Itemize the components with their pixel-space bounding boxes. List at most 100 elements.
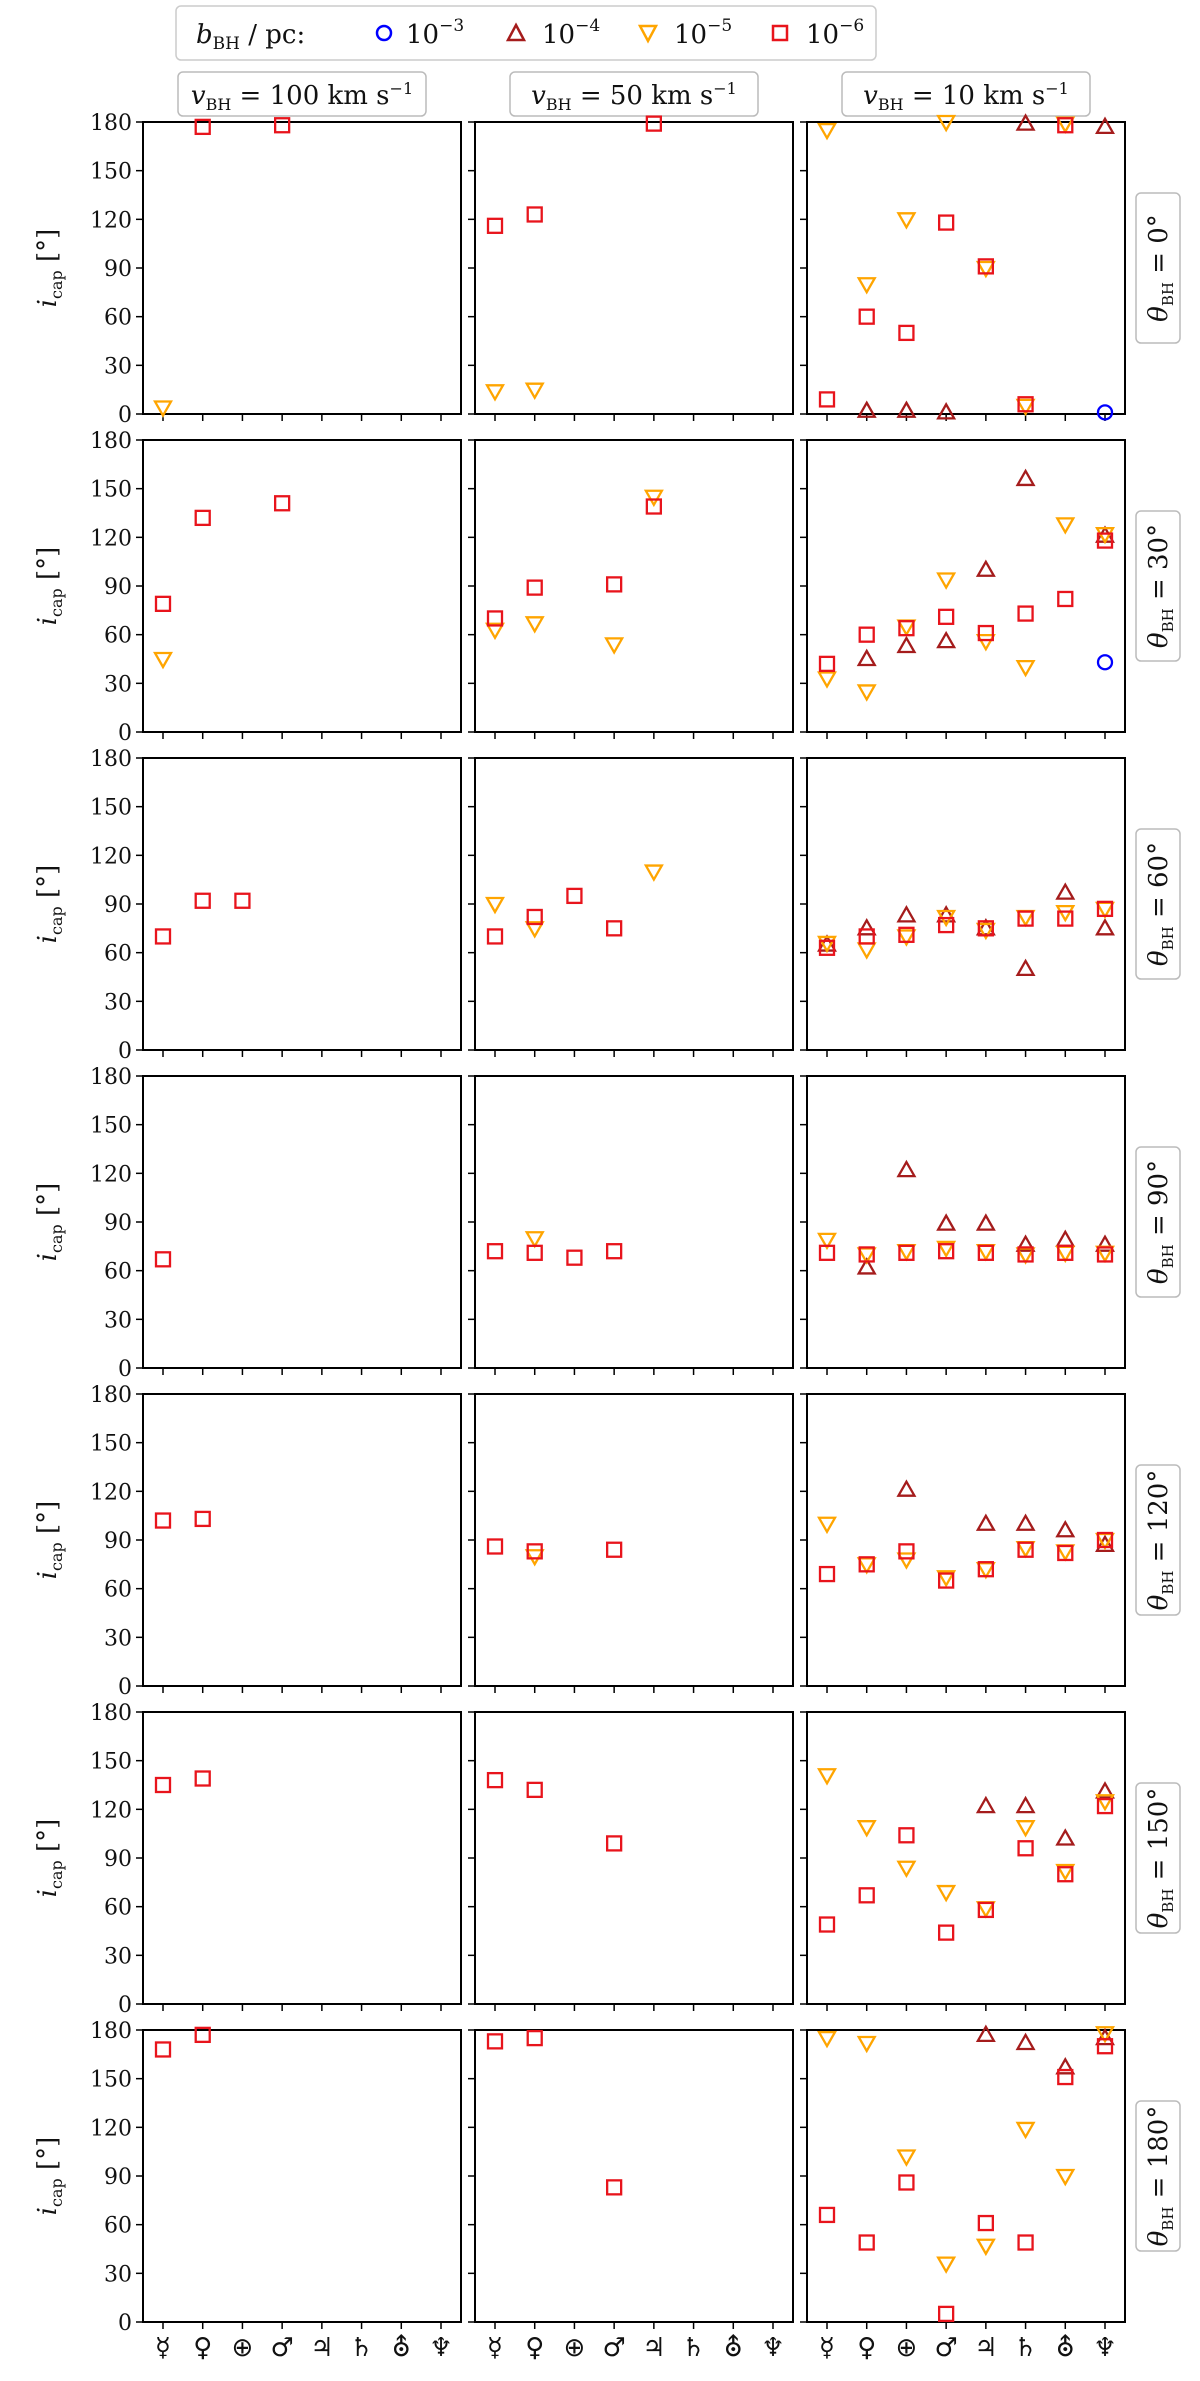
marker-triangle-up-b4 [1095, 1234, 1115, 1252]
column-header-label: vBH = 100 km s−1 [191, 79, 413, 114]
marker-triangle-down-b5 [1055, 517, 1076, 535]
y-axis-label: icap [°] [33, 2137, 66, 2216]
panel-frame [806, 1075, 1126, 1369]
row-header-box [1135, 2100, 1181, 2252]
marker-triangle-down-b5 [896, 929, 917, 947]
panel [800, 113, 1126, 421]
legend-marker-circle [375, 24, 393, 42]
column-headers: vBH = 100 km s−1 vBH = 50 km s−1 vBH = 10 … [177, 71, 1091, 117]
marker-triangle-down-b5 [1015, 1820, 1036, 1838]
row-header: θBH = 120° [1135, 1464, 1181, 1616]
y-axis-label: icap [°] [33, 547, 66, 626]
legend-entry-b3: 10−3 [375, 16, 464, 50]
y-axis-label-text: icap [°] [33, 1183, 66, 1262]
y-tick-label: 60 [104, 942, 132, 967]
marker-square-b6 [194, 2026, 211, 2044]
marker-triangle-up-b4 [896, 635, 917, 654]
marker-triangle-down-b5 [817, 2030, 837, 2049]
marker-triangle-down-b5 [936, 572, 957, 590]
row-header-label: θBH = 30° [1144, 524, 1177, 648]
panel-frame [806, 439, 1126, 733]
row-header: θBH = 60° [1135, 828, 1181, 980]
marker-square-b6 [818, 391, 836, 408]
y-tick-label: 0 [118, 1039, 132, 1064]
panel-frame [142, 1393, 462, 1687]
marker-square-b6 [898, 1543, 915, 1560]
marker-square-b6 [486, 217, 504, 234]
panel-frame [142, 1075, 462, 1369]
marker-triangle-down-b5 [896, 212, 917, 230]
marker-triangle-down-b5 [1015, 2121, 1036, 2140]
panel: ☿ ♀ ⊕ ♂ ♃ ♄ ⛢ ♆ [468, 2029, 794, 2363]
marker-triangle-up-b4 [896, 905, 917, 923]
marker-square-b6 [898, 2174, 915, 2191]
row-header-label: θBH = 0° [1144, 214, 1177, 322]
y-axis-label: icap [°] [33, 229, 66, 308]
y-tick-label: 30 [104, 1944, 132, 1969]
y-tick-label: 30 [104, 2262, 132, 2287]
y-tick-label: 120 [90, 2116, 132, 2141]
marker-square-b6 [645, 498, 663, 515]
x-tick-label: ♄ [682, 2333, 705, 2363]
row-header-label: θBH = 60° [1144, 842, 1177, 966]
y-tick-label: 180 [90, 1383, 132, 1408]
marker-triangle-up-b4 [936, 905, 957, 923]
marker-triangle-up-b4 [936, 402, 957, 420]
y-tick-label: 180 [90, 747, 132, 772]
y-tick-label: 150 [90, 160, 132, 185]
marker-triangle-down-b5 [817, 1768, 837, 1786]
y-tick-label: 180 [90, 1701, 132, 1726]
marker-square-b6 [154, 1512, 172, 1529]
marker-triangle-down-b5 [817, 1516, 837, 1535]
marker-square-b6 [858, 2234, 875, 2251]
marker-square-b6 [898, 620, 915, 637]
y-tick-label: 150 [90, 796, 132, 821]
marker-square-b6 [1057, 117, 1074, 134]
marker-triangle-down-b5 [524, 382, 545, 400]
column-header-box [509, 71, 759, 117]
y-tick-label: 60 [104, 1578, 132, 1603]
legend-marker-triangle-up [505, 22, 527, 42]
marker-triangle-down-b5 [485, 622, 505, 641]
marker-square-b6 [977, 2214, 995, 2232]
panel: 0 30 60 90 120 150 180 [90, 747, 462, 1064]
panel: 0 30 60 90 120 150 180 [90, 1701, 462, 2018]
y-tick-label: 90 [104, 575, 132, 600]
marker-triangle-down-b5 [975, 634, 996, 652]
panel-frame [806, 2029, 1126, 2323]
marker-triangle-up-b4 [1095, 2027, 1115, 2046]
x-tick-label: ⊕ [564, 2333, 586, 2363]
marker-square-b6 [605, 1541, 623, 1558]
y-tick-label: 120 [90, 208, 132, 233]
marker-triangle-up-b4 [1055, 1519, 1076, 1538]
y-tick-label: 30 [104, 1308, 132, 1333]
legend-marker-square [771, 24, 789, 42]
panel-grid: 0306090120150180030609012015018003060901… [90, 111, 1126, 2363]
marker-square-b6 [858, 626, 875, 643]
marker-triangle-up-b4 [856, 648, 877, 667]
panel [800, 757, 1126, 1057]
y-axis-label-text: icap [°] [33, 547, 66, 626]
y-tick-label: 0 [118, 1357, 132, 1382]
marker-triangle-up-b4 [975, 1513, 996, 1531]
marker-triangle-down-b5 [936, 1884, 957, 1903]
marker-triangle-down-b5 [896, 1860, 917, 1879]
y-tick-label: 30 [104, 1626, 132, 1651]
legend: bBH / pc: 10−3 10−4 10−5 10−6 [175, 5, 877, 61]
y-tick-label: 150 [90, 1114, 132, 1139]
panel-frame [474, 1075, 794, 1369]
marker-triangle-down-b5 [975, 922, 996, 941]
y-tick-label: 180 [90, 429, 132, 454]
marker-triangle-down-b5 [817, 671, 837, 689]
row-header-box [1135, 1464, 1181, 1616]
marker-circle-b3 [1096, 404, 1114, 421]
marker-square-b6 [898, 1244, 915, 1261]
marker-square-b6 [818, 1565, 836, 1583]
marker-triangle-up-b4 [1055, 2056, 1076, 2075]
y-tick-label: 0 [118, 1675, 132, 1700]
marker-triangle-up-b4 [1015, 958, 1036, 977]
panel-frame [142, 1711, 462, 2005]
marker-square-b6 [1057, 1866, 1074, 1883]
marker-square-b6 [566, 1249, 583, 1266]
marker-triangle-down-b5 [524, 1231, 545, 1249]
